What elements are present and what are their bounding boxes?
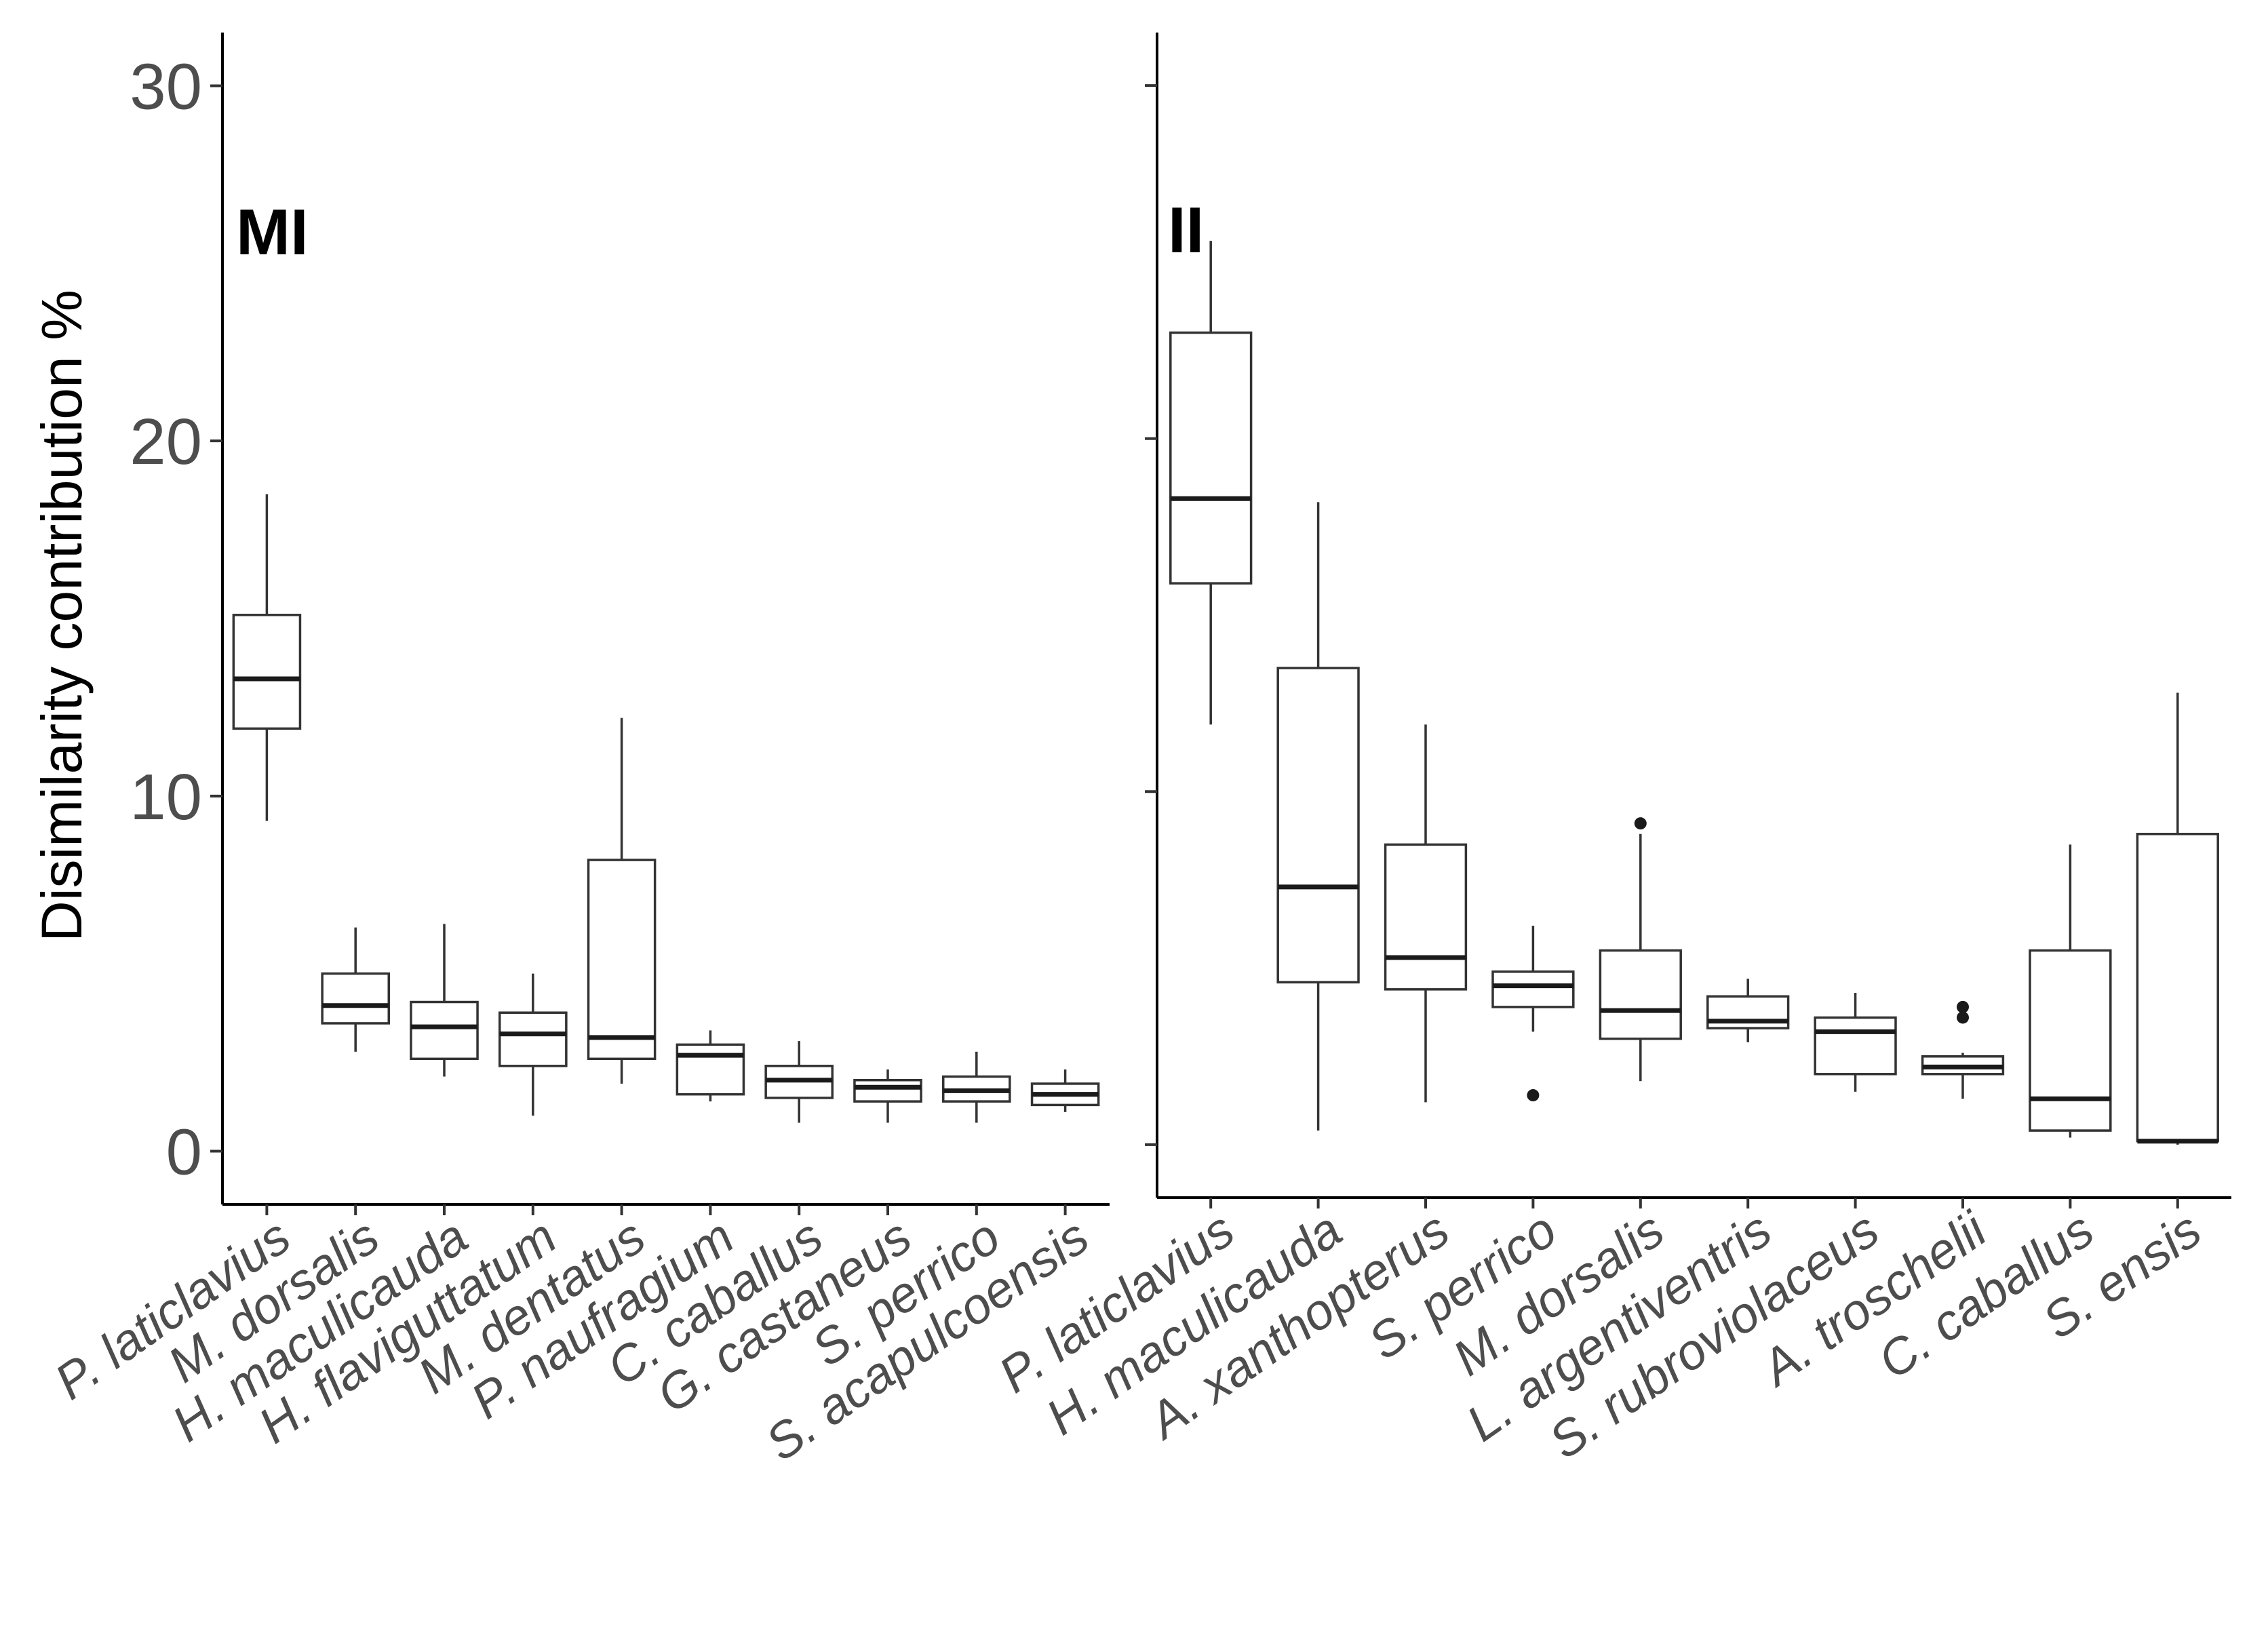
box-iqr xyxy=(321,972,390,1025)
box-iqr xyxy=(232,614,302,730)
box-p-laticlavius xyxy=(1169,241,1253,725)
outlier-point xyxy=(1634,817,1647,830)
y-tick-label: 20 xyxy=(130,406,202,478)
box-s-acapulcoensis xyxy=(1030,1069,1100,1112)
box-iqr xyxy=(2136,833,2219,1143)
box-m-dorsalis xyxy=(321,927,390,1052)
box-h-flaviguttatum xyxy=(498,973,568,1116)
box-s-perrico xyxy=(1491,926,1575,1102)
box-s-ensis xyxy=(2136,692,2219,1145)
outlier-point xyxy=(1527,1089,1540,1102)
y-tick-label: 0 xyxy=(166,1116,202,1188)
box-s-perrico xyxy=(942,1051,1011,1123)
box-p-laticlavius xyxy=(232,494,302,821)
box-c-caballus xyxy=(2029,844,2112,1138)
box-iqr xyxy=(1814,1016,1897,1076)
panel-label: II xyxy=(1168,194,1204,267)
box-iqr xyxy=(1384,843,1468,991)
y-tick-label: 30 xyxy=(130,51,202,123)
box-iqr xyxy=(1276,667,1360,984)
box-p-naufragium xyxy=(676,1030,745,1102)
box-s-rubroviolaceus xyxy=(1814,993,1897,1092)
box-m-dentatus xyxy=(587,717,657,1084)
box-a-troschelii xyxy=(1921,1000,2005,1099)
box-a-xanthopterus xyxy=(1384,724,1468,1103)
y-axis-title: Disimilarity contribution % xyxy=(30,290,94,942)
box-iqr xyxy=(676,1043,745,1096)
y-tick-label: 10 xyxy=(130,761,202,833)
box-h-maculicauda xyxy=(1276,502,1360,1131)
box-m-dorsalis xyxy=(1599,817,1682,1082)
outlier-point xyxy=(1957,1011,1969,1024)
box-h-maculicauda xyxy=(410,924,479,1077)
box-iqr xyxy=(1169,331,1253,585)
outlier-point xyxy=(1957,1000,1969,1013)
box-iqr xyxy=(2029,949,2112,1132)
box-iqr xyxy=(587,859,657,1061)
box-g-castaneus xyxy=(853,1069,922,1123)
box-l-argentiventris xyxy=(1706,979,1790,1042)
box-iqr xyxy=(498,1011,568,1067)
box-iqr xyxy=(853,1078,922,1103)
box-iqr xyxy=(1491,970,1575,1008)
box-iqr xyxy=(1599,949,1682,1040)
panel-label: MI xyxy=(236,196,309,269)
box-c-caballus xyxy=(764,1041,834,1123)
box-iqr xyxy=(410,1000,479,1061)
